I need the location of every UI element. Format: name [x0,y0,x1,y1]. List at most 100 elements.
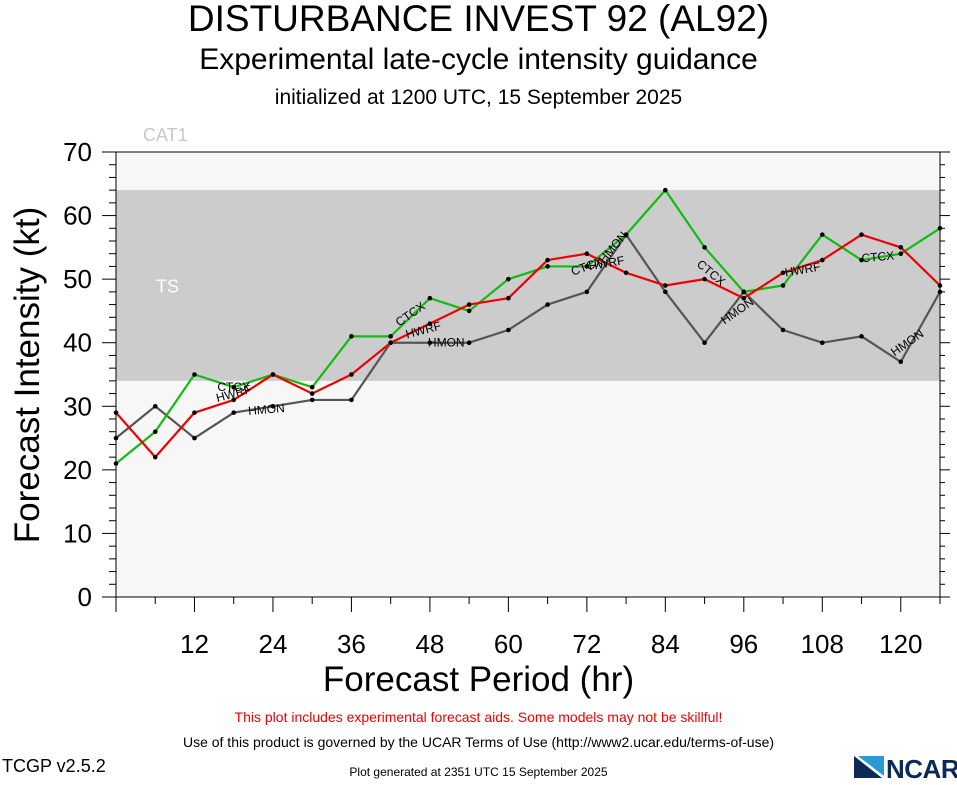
chart-title: DISTURBANCE INVEST 92 (AL92) [187,0,770,39]
chart-subtitle: Experimental late-cycle intensity guidan… [199,43,758,76]
data-point-ctcx [152,429,158,435]
x-tick-label: 72 [572,629,601,659]
data-point-ctcx [937,225,943,231]
data-point-hwrf [388,340,393,346]
data-point-hwrf [859,232,864,237]
series-line-hwrf [115,233,941,459]
y-axis-label: Forecast Intensity (kt) [8,206,47,544]
data-point-ctcx [466,308,472,314]
ncar-logo-text: NCAR [886,754,957,784]
y-tick-label: 20 [63,455,92,485]
data-point-hwrf [113,410,119,415]
y-tick-label: 10 [63,518,92,548]
data-point-ctcx [702,245,707,250]
terms-of-use-note: Use of this product is governed by the U… [182,734,775,750]
data-point-hwrf [309,391,315,396]
data-point-hwrf [192,410,197,415]
data-point-hmon [819,340,825,346]
data-point-ctcx [623,232,629,237]
x-tick-label: 36 [337,629,366,659]
data-point-hmon [780,327,786,333]
series-line-hmon [115,233,941,440]
y-tick-label: 70 [63,137,92,167]
plot-generated-note: Plot generated at 2351 UTC 15 September … [349,765,608,779]
data-point-ctcx [113,461,119,466]
data-point-hwrf [506,295,511,301]
data-point-hwrf [780,270,786,276]
band-ts [116,190,940,381]
data-point-ctcx [780,283,786,288]
data-point-hmon [427,340,433,346]
data-point-ctcx [506,276,511,282]
data-point-hwrf [466,302,472,307]
y-tick-label: 30 [63,391,92,421]
data-point-hmon [584,289,590,295]
data-point-ctcx [427,295,433,301]
data-point-hwrf [898,245,904,250]
data-point-ctcx [388,334,393,339]
y-tick-label: 60 [63,201,92,231]
data-point-hmon [937,289,943,295]
data-point-hmon [152,403,158,409]
series-label-hmon: HMON [248,401,286,418]
data-point-hwrf [819,257,825,263]
band-label-ts: TS [156,277,179,297]
data-point-hwrf [545,257,550,263]
x-tick-label: 108 [801,629,844,659]
data-point-ctcx [545,264,550,269]
data-point-ctcx [231,384,237,390]
data-point-hmon [231,410,237,415]
data-point-ctcx [819,232,825,237]
data-point-hmon [702,340,707,346]
y-tick-label: 50 [63,264,92,294]
x-tick-label: 84 [651,629,680,659]
experimental-warning: This plot includes experimental forecast… [234,709,723,725]
data-point-hmon [309,397,315,403]
version-label: TCGP v2.5.2 [2,756,106,776]
data-point-ctcx [349,334,354,339]
data-point-hwrf [623,270,629,276]
data-point-hmon [192,435,197,441]
data-point-hwrf [702,276,707,282]
data-point-hmon [466,340,472,346]
data-point-ctcx [663,187,668,193]
x-axis-label: Forecast Period (hr) [322,660,635,699]
x-tick-label: 12 [180,629,209,659]
data-point-hwrf [663,283,668,288]
data-point-ctcx [584,264,590,269]
data-point-hmon [859,334,864,339]
data-point-hwrf [584,251,590,257]
x-tick-label: 48 [415,629,444,659]
y-tick-label: 40 [63,328,92,358]
x-tick-label: 24 [258,629,287,659]
ncar-logo: NCAR [852,752,957,784]
data-point-hmon [349,397,354,403]
data-point-hmon [270,403,276,409]
data-point-hmon [898,359,904,365]
ncar-swoosh-icon [854,756,884,778]
band-label-cat1: CAT1 [143,125,188,145]
data-point-ctcx [741,289,747,295]
series-label-hwrf: HWRF [588,253,626,273]
data-point-hwrf [741,295,747,301]
data-point-hmon [663,289,668,295]
data-point-hwrf [937,283,943,288]
data-point-hwrf [270,372,276,377]
data-point-hmon [545,302,550,307]
data-point-hwrf [349,372,354,377]
y-tick-label: 0 [78,582,92,612]
data-point-hmon [113,435,119,441]
series-line-ctcx [115,189,941,465]
chart-init-time: initialized at 1200 UTC, 15 September 20… [274,86,683,109]
data-point-ctcx [898,251,904,257]
series-label-ctcx: CTCX [217,380,250,394]
data-point-ctcx [859,257,864,263]
x-tick-label: 120 [879,629,922,659]
plot-frame [115,151,941,598]
data-point-hwrf [152,454,158,460]
data-point-hmon [506,327,511,333]
data-point-ctcx [192,372,197,377]
data-point-ctcx [309,384,315,390]
series-label-hmon: HMON [428,336,465,350]
